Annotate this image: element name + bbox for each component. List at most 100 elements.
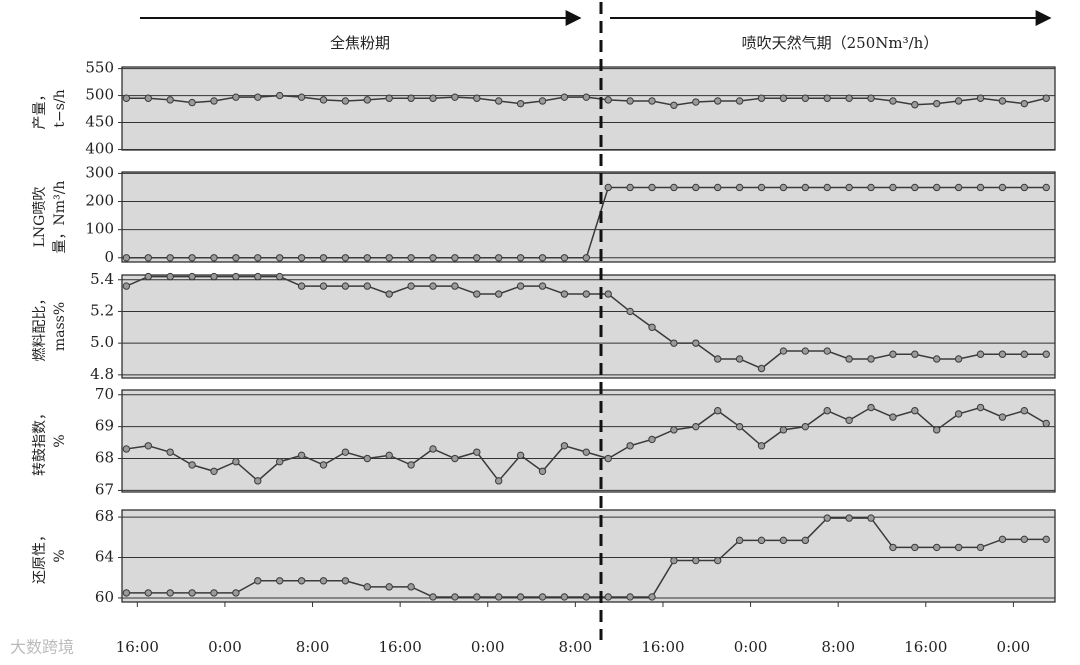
data-point bbox=[933, 426, 941, 434]
data-point bbox=[779, 536, 788, 545]
data-point bbox=[889, 413, 897, 421]
data-point bbox=[254, 93, 262, 101]
data-point bbox=[998, 97, 1007, 105]
data-point bbox=[495, 593, 503, 601]
data-point bbox=[976, 403, 985, 412]
data-point bbox=[1042, 419, 1050, 428]
data-point bbox=[473, 94, 481, 102]
y-tick-label: 67 bbox=[95, 480, 114, 498]
data-point bbox=[275, 577, 284, 585]
data-point bbox=[451, 593, 459, 601]
data-point bbox=[254, 272, 262, 281]
y-tick-label: 400 bbox=[85, 139, 114, 157]
data-point bbox=[429, 94, 437, 102]
data-point bbox=[385, 94, 393, 102]
y-axis-label: % bbox=[52, 434, 68, 447]
data-point bbox=[363, 454, 371, 463]
data-point bbox=[275, 458, 284, 466]
data-point bbox=[560, 442, 569, 450]
data-point bbox=[867, 514, 875, 522]
data-point bbox=[297, 254, 306, 262]
data-point bbox=[144, 272, 152, 281]
plot-area bbox=[121, 509, 1056, 603]
data-point bbox=[1042, 535, 1050, 544]
data-point bbox=[648, 323, 656, 331]
data-point bbox=[670, 183, 678, 192]
y-tick-label: 69 bbox=[95, 417, 114, 435]
y-axis-label: 产量， bbox=[32, 88, 48, 130]
data-point bbox=[166, 254, 174, 262]
watermark: 大数跨境 bbox=[10, 638, 74, 657]
data-point bbox=[297, 577, 306, 585]
data-point bbox=[582, 93, 591, 101]
x-tick-label: 16:00 bbox=[379, 638, 422, 656]
data-point bbox=[232, 254, 240, 262]
data-point bbox=[845, 514, 853, 522]
data-point bbox=[166, 96, 174, 104]
y-tick-label: 64 bbox=[95, 548, 114, 566]
data-point bbox=[582, 593, 591, 601]
data-point bbox=[692, 183, 700, 192]
data-point bbox=[735, 183, 744, 192]
x-tick-label: 16:00 bbox=[904, 638, 947, 656]
data-point bbox=[626, 593, 634, 601]
y-tick-label: 4.8 bbox=[90, 365, 114, 383]
data-point bbox=[801, 536, 810, 545]
data-point bbox=[166, 272, 174, 281]
data-point bbox=[473, 593, 481, 601]
data-point bbox=[845, 94, 853, 102]
data-point bbox=[889, 543, 897, 552]
data-point bbox=[516, 99, 525, 108]
data-point bbox=[714, 556, 722, 565]
data-point bbox=[779, 347, 788, 355]
data-point bbox=[889, 183, 897, 192]
data-point bbox=[604, 290, 612, 298]
data-point bbox=[232, 93, 240, 101]
data-point bbox=[889, 350, 897, 358]
data-point bbox=[867, 183, 875, 192]
data-point bbox=[735, 97, 744, 105]
data-point bbox=[297, 282, 306, 290]
data-point bbox=[1020, 407, 1029, 415]
data-point bbox=[954, 355, 963, 363]
data-point bbox=[341, 254, 350, 262]
data-point bbox=[801, 347, 810, 355]
data-point bbox=[1042, 183, 1050, 192]
data-point bbox=[648, 183, 656, 192]
data-point bbox=[845, 355, 853, 363]
data-point bbox=[845, 416, 853, 424]
data-point bbox=[1020, 99, 1029, 108]
data-point bbox=[188, 461, 196, 469]
data-point bbox=[998, 413, 1007, 421]
y-axis-label: LNG喷吹 bbox=[32, 187, 48, 248]
data-point bbox=[954, 97, 963, 105]
data-point bbox=[735, 536, 744, 545]
data-point bbox=[275, 91, 284, 100]
x-tick-label: 0:00 bbox=[208, 638, 242, 656]
data-point bbox=[407, 94, 415, 102]
data-point bbox=[407, 254, 415, 262]
data-point bbox=[801, 422, 810, 431]
data-point bbox=[341, 448, 350, 456]
data-point bbox=[516, 451, 525, 460]
data-point bbox=[341, 577, 350, 585]
y-tick-label: 450 bbox=[85, 113, 114, 131]
data-point bbox=[429, 445, 437, 453]
data-point bbox=[144, 442, 152, 450]
data-point bbox=[122, 254, 131, 262]
data-point bbox=[363, 96, 371, 104]
data-point bbox=[210, 589, 218, 597]
data-point bbox=[1020, 350, 1029, 358]
data-point bbox=[911, 407, 919, 415]
x-tick-label: 8:00 bbox=[296, 638, 330, 656]
data-point bbox=[363, 282, 371, 290]
data-point bbox=[473, 290, 481, 298]
y-tick-label: 5.2 bbox=[90, 301, 114, 319]
plot-area bbox=[121, 274, 1056, 379]
data-point bbox=[867, 94, 875, 102]
data-point bbox=[210, 272, 218, 281]
data-point bbox=[670, 101, 678, 109]
data-point bbox=[823, 347, 831, 355]
data-point bbox=[319, 577, 328, 585]
data-point bbox=[757, 442, 766, 450]
